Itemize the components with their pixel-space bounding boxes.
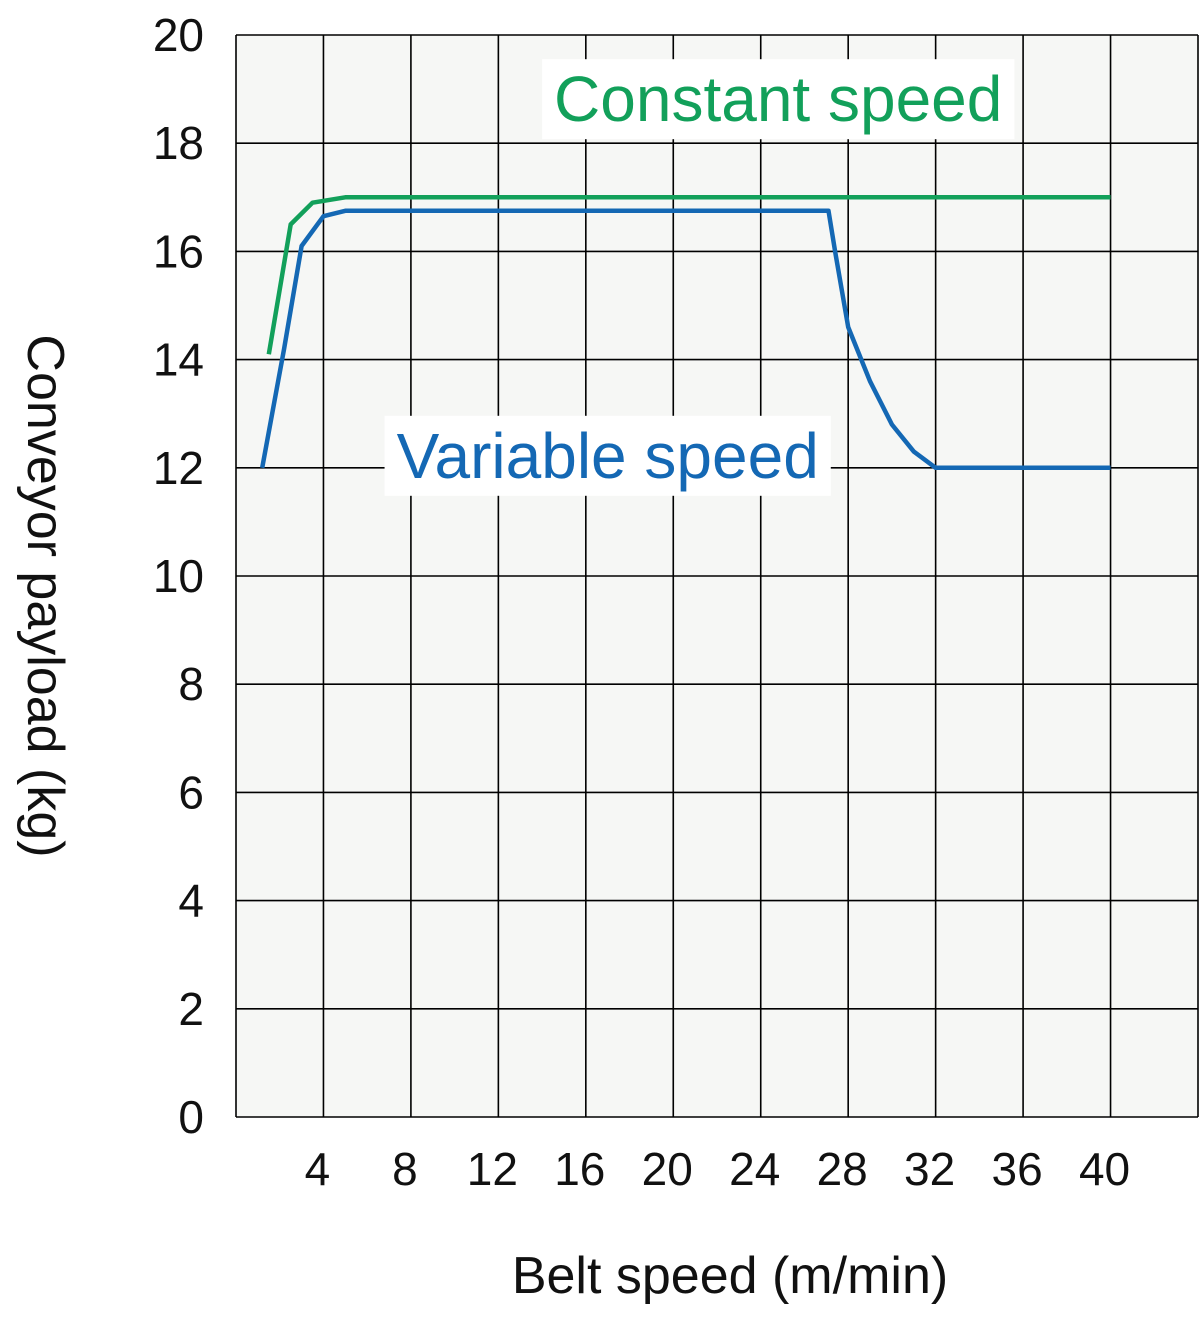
y-tick-label: 2 [178, 983, 204, 1035]
x-tick-label: 16 [554, 1143, 605, 1195]
x-tick-label: 40 [1079, 1143, 1130, 1195]
x-tick-label: 8 [392, 1143, 418, 1195]
series-label-constant-speed: Constant speed [554, 63, 1002, 135]
series-line-variable-speed [259, 208, 1111, 471]
grid [235, 34, 1199, 1118]
x-axis-title: Belt speed (m/min) [512, 1247, 948, 1305]
y-tick-label: 4 [178, 875, 204, 927]
label-backgrounds [384, 59, 1015, 496]
x-tick-label: 12 [467, 1143, 518, 1195]
label-background [542, 59, 1015, 140]
y-tick-label: 18 [153, 117, 204, 169]
y-tick-label: 20 [153, 9, 204, 61]
y-axis-title: Conveyor payload (kg) [16, 334, 74, 857]
x-tick-label: 4 [305, 1143, 331, 1195]
x-tick-label: 28 [817, 1143, 868, 1195]
series-lines [259, 195, 1111, 471]
x-tick-label: 36 [992, 1143, 1043, 1195]
series-label-variable-speed: Variable speed [397, 420, 819, 492]
x-tick-label: 24 [729, 1143, 780, 1195]
y-tick-label: 10 [153, 550, 204, 602]
label-background [384, 415, 831, 496]
y-tick-label: 8 [178, 658, 204, 710]
y-tick-label: 16 [153, 225, 204, 277]
y-tick-label: 14 [153, 334, 204, 386]
y-tick-label: 0 [178, 1091, 204, 1143]
x-tick-label: 20 [642, 1143, 693, 1195]
y-tick-label: 6 [178, 766, 204, 818]
y-tick-label: 12 [153, 442, 204, 494]
series-line-constant-speed [266, 195, 1111, 355]
x-tick-label: 32 [904, 1143, 955, 1195]
